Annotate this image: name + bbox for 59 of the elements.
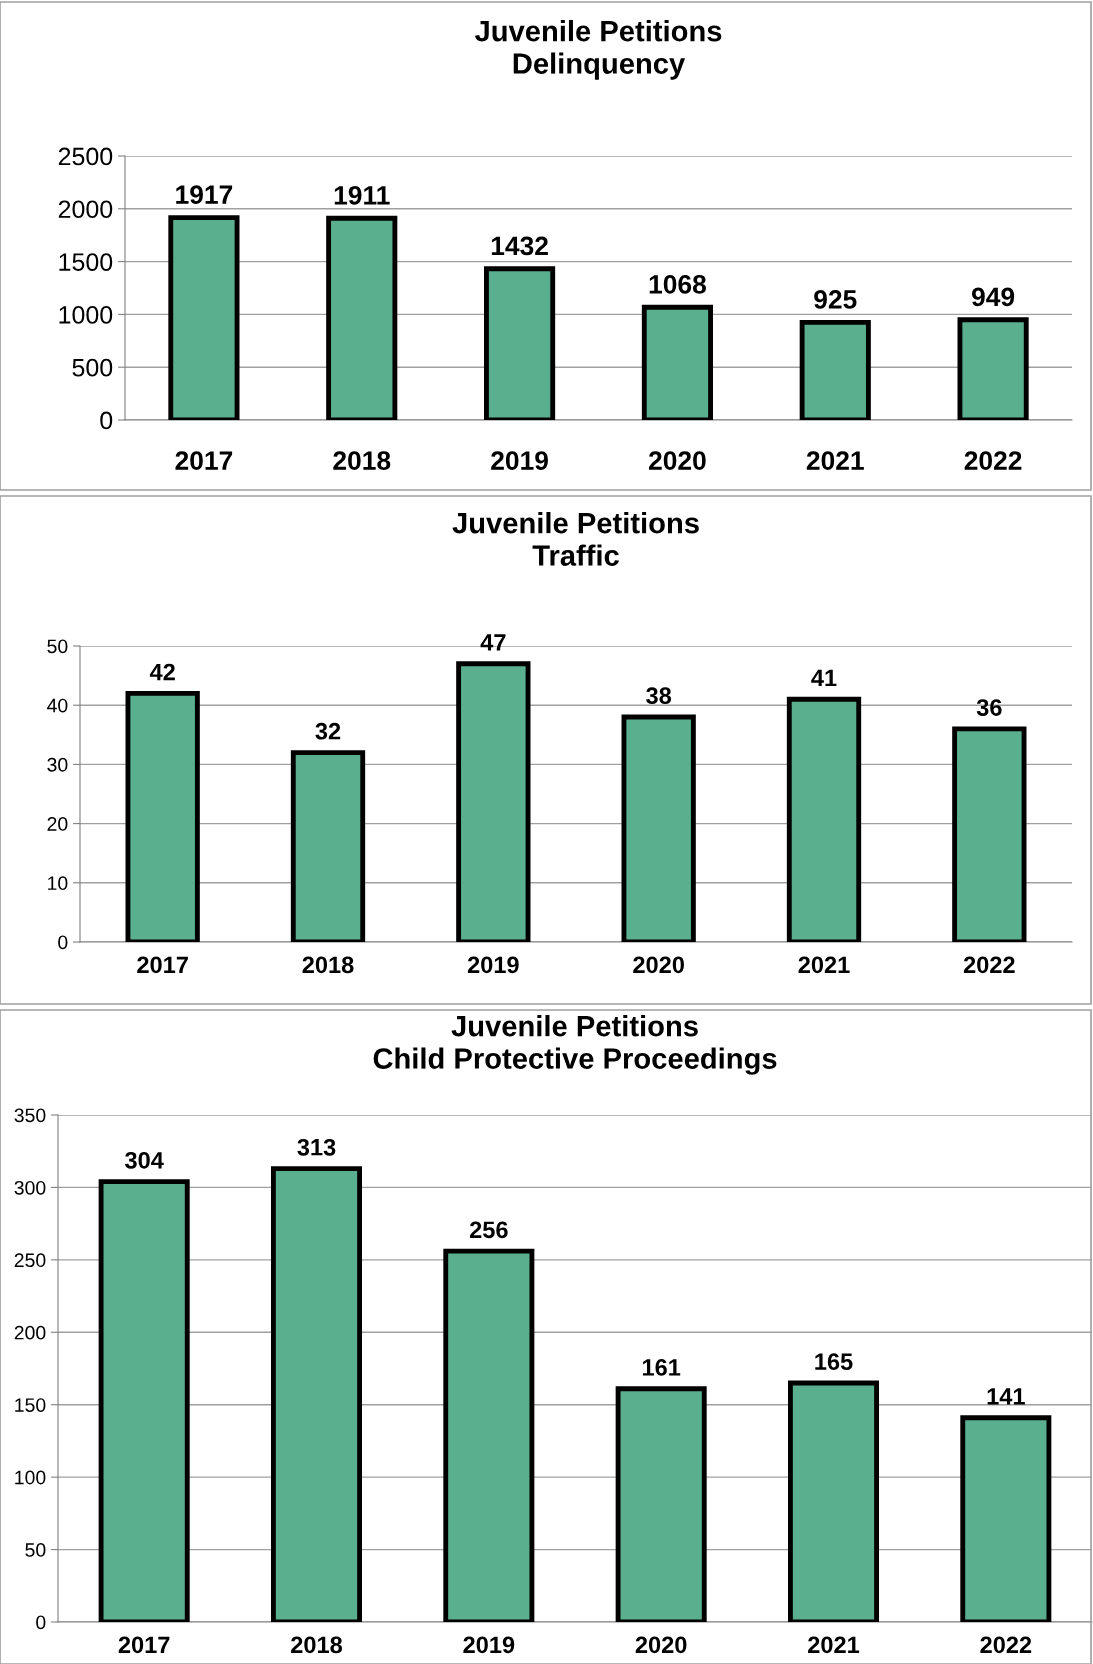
y-tick-label: 300	[14, 1180, 46, 1195]
y-tick-label: 40	[47, 698, 68, 713]
x-tick-label: 2018	[291, 1636, 343, 1654]
y-tick-label: 50	[25, 1543, 46, 1557]
chart-title: Juvenile Petitions Child Protective Proceedings	[373, 1015, 777, 1075]
data-label: 925	[814, 290, 857, 309]
y-tick-label: 1000	[59, 306, 113, 324]
y-tick-label: 200	[14, 1325, 46, 1340]
data-label: 41	[811, 669, 837, 687]
data-label: 1917	[176, 185, 233, 205]
y-tick-label: 0	[36, 1615, 46, 1630]
data-label: 161	[642, 1359, 681, 1376]
y-tick-label: 350	[14, 1108, 46, 1123]
y-tick-label: 20	[47, 817, 68, 831]
y-tick-label: 0	[100, 411, 113, 430]
x-tick-label: 2017	[118, 1636, 170, 1654]
x-tick-label: 2020	[635, 1636, 687, 1654]
x-tick-label: 2019	[467, 956, 519, 974]
x-tick-label: 2021	[808, 1636, 860, 1654]
data-label: 256	[469, 1221, 508, 1239]
x-tick-label: 2017	[175, 451, 233, 470]
y-tick-label: 1500	[59, 253, 113, 271]
x-tick-label: 2022	[963, 956, 1015, 974]
data-label: 165	[815, 1353, 853, 1370]
y-tick-label: 2000	[58, 200, 113, 219]
x-tick-label: 2017	[137, 956, 188, 974]
x-tick-label: 2021	[798, 956, 850, 974]
data-label: 47	[480, 634, 506, 651]
data-label: 1432	[491, 236, 548, 256]
data-label: 313	[297, 1138, 336, 1156]
data-label: 32	[315, 722, 341, 740]
x-tick-label: 2022	[964, 451, 1022, 470]
data-label: 1911	[334, 185, 390, 205]
data-label: 42	[149, 663, 175, 681]
data-label: 1068	[649, 274, 706, 294]
x-tick-label: 2020	[648, 451, 706, 470]
data-label: 304	[125, 1151, 164, 1169]
x-tick-label: 2019	[463, 1636, 515, 1654]
data-label: 38	[646, 687, 672, 705]
x-tick-label: 2020	[633, 956, 684, 974]
y-tick-label: 250	[14, 1253, 46, 1268]
y-tick-label: 2500	[58, 147, 113, 166]
data-label: 949	[971, 287, 1015, 307]
chart-title: Juvenile Petitions Delinquency	[474, 20, 722, 80]
x-tick-label: 2018	[302, 956, 354, 974]
x-tick-label: 2019	[491, 451, 548, 470]
y-tick-label: 10	[48, 876, 68, 891]
y-tick-label: 50	[47, 639, 68, 654]
x-tick-label: 2018	[333, 451, 391, 470]
chart-title: Juvenile Petitions Traffic	[452, 512, 699, 566]
x-tick-label: 2022	[980, 1636, 1032, 1654]
y-tick-label: 150	[15, 1398, 46, 1412]
data-label: 141	[987, 1388, 1025, 1405]
x-tick-label: 2021	[806, 451, 864, 470]
y-tick-label: 30	[47, 757, 68, 772]
y-tick-label: 100	[15, 1470, 46, 1485]
data-label: 36	[976, 699, 1002, 716]
y-tick-label: 500	[72, 358, 113, 377]
y-tick-label: 0	[58, 935, 68, 950]
